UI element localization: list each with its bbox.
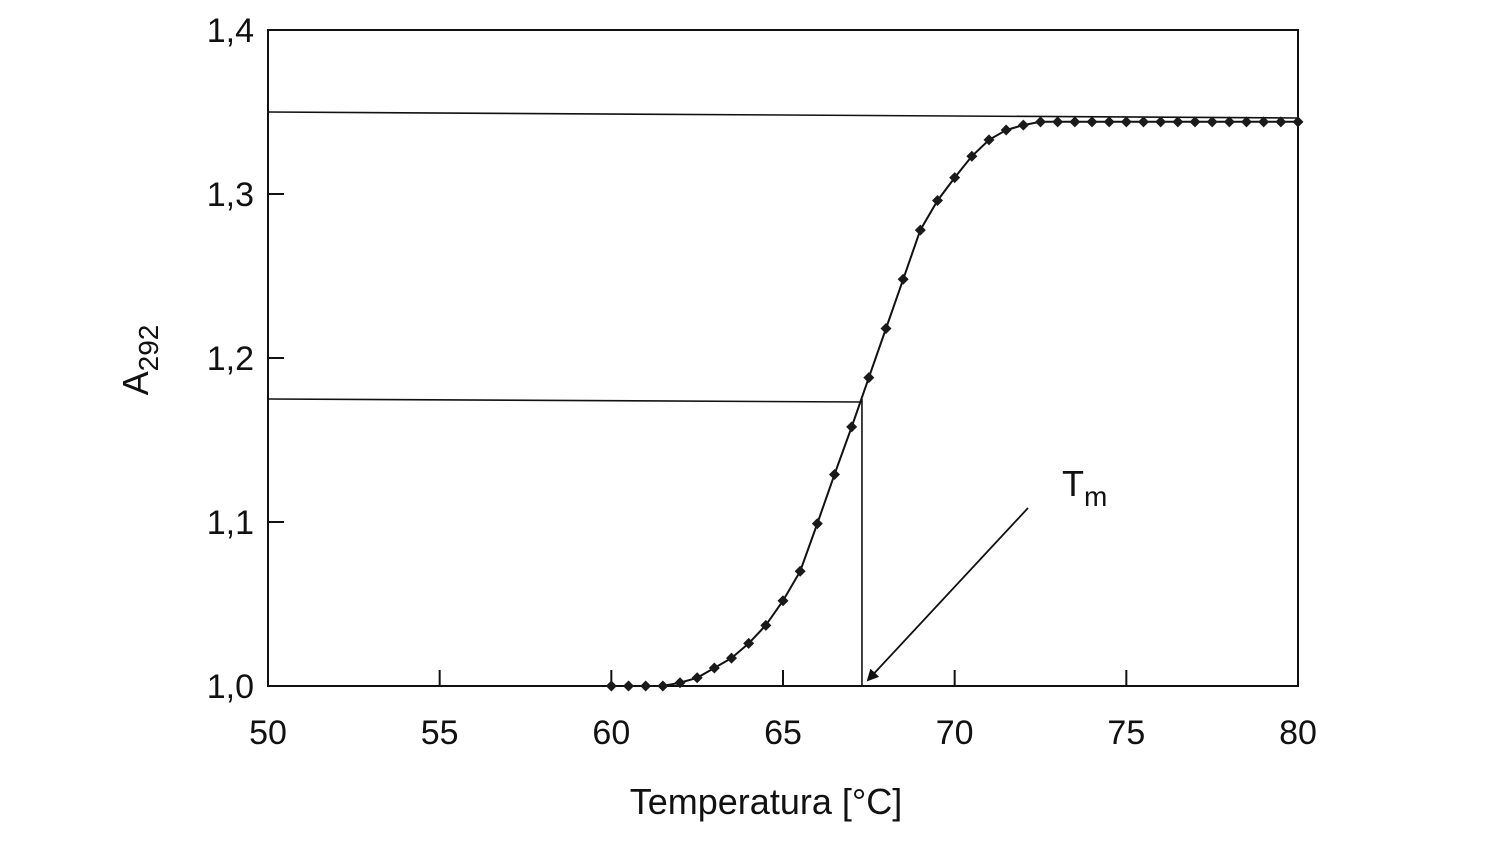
y-axis-title: A292	[115, 325, 164, 396]
series-points	[605, 116, 1304, 692]
data-point-38	[1258, 116, 1270, 128]
data-point-15	[863, 372, 875, 384]
data-point-40	[1292, 116, 1304, 128]
data-point-30	[1120, 116, 1132, 128]
data-point-33	[1172, 116, 1184, 128]
data-point-5	[691, 672, 703, 684]
data-point-35	[1206, 116, 1218, 128]
x-tick-label-1: 55	[421, 714, 459, 752]
data-point-16	[880, 322, 892, 334]
data-point-13	[829, 468, 840, 480]
tm-arrow	[866, 507, 1029, 682]
series-line	[611, 120, 1298, 687]
x-tick-label-2: 60	[592, 714, 630, 752]
data-point-26	[1052, 116, 1064, 128]
data-point-25	[1035, 116, 1046, 128]
x-tick-label-0: 50	[249, 714, 287, 752]
data-point-27	[1069, 116, 1081, 128]
data-point-36	[1223, 116, 1235, 128]
x-axis-ticks	[267, 670, 1299, 686]
x-tick-label-3: 65	[764, 714, 802, 752]
y-axis-ticks	[268, 29, 284, 687]
data-point-19	[932, 195, 943, 207]
tm-label: T	[1062, 463, 1084, 504]
data-point-21	[966, 150, 978, 162]
data-point-29	[1103, 116, 1115, 128]
data-point-34	[1189, 116, 1201, 128]
svg-text:A292: A292	[115, 325, 164, 396]
y-tick-label-0: 1,0	[207, 668, 254, 706]
data-point-14	[846, 421, 858, 433]
data-point-28	[1086, 116, 1098, 128]
data-point-24	[1017, 119, 1029, 131]
y-axis-tick-labels: 1,0 1,1 1,2 1,3 1,4	[207, 12, 254, 706]
data-point-31	[1138, 116, 1149, 128]
data-point-4	[674, 677, 686, 689]
data-point-8	[743, 637, 755, 649]
data-point-20	[949, 172, 961, 184]
data-point-22	[983, 134, 995, 146]
y-axis-title-sub: 292	[133, 325, 164, 372]
plot-area-frame	[267, 29, 1299, 687]
x-tick-label-6: 80	[1279, 714, 1317, 752]
y-axis-title-main: A	[115, 371, 156, 395]
tm-label-sub: m	[1084, 481, 1107, 512]
data-point-23	[1000, 124, 1012, 136]
data-point-18	[914, 224, 926, 236]
data-point-32	[1155, 116, 1167, 128]
y-tick-label-4: 1,4	[207, 12, 254, 50]
y-tick-label-3: 1,3	[207, 176, 254, 214]
data-point-10	[777, 595, 789, 607]
data-point-7	[726, 652, 737, 664]
x-tick-label-5: 75	[1107, 714, 1145, 752]
data-point-3	[657, 680, 669, 692]
y-tick-label-2: 1,2	[207, 340, 254, 378]
data-point-9	[760, 619, 772, 631]
data-point-0	[605, 680, 617, 692]
data-point-17	[897, 273, 909, 285]
data-point-39	[1275, 116, 1287, 128]
midpoint-line	[267, 398, 862, 403]
y-tick-label-1: 1,1	[207, 504, 254, 542]
x-tick-label-4: 70	[936, 714, 974, 752]
x-axis-title: Temperatura [°C]	[630, 781, 903, 822]
data-point-11	[794, 565, 806, 577]
data-point-12	[811, 518, 823, 530]
data-point-37	[1241, 116, 1252, 128]
data-point-2	[640, 680, 652, 692]
tm-annotation: Tm	[866, 463, 1107, 682]
x-axis-tick-labels: 50 55 60 65 70 75 80	[249, 714, 1317, 752]
data-point-6	[708, 662, 720, 674]
svg-text:Tm: Tm	[1062, 463, 1107, 512]
data-point-1	[623, 680, 634, 692]
